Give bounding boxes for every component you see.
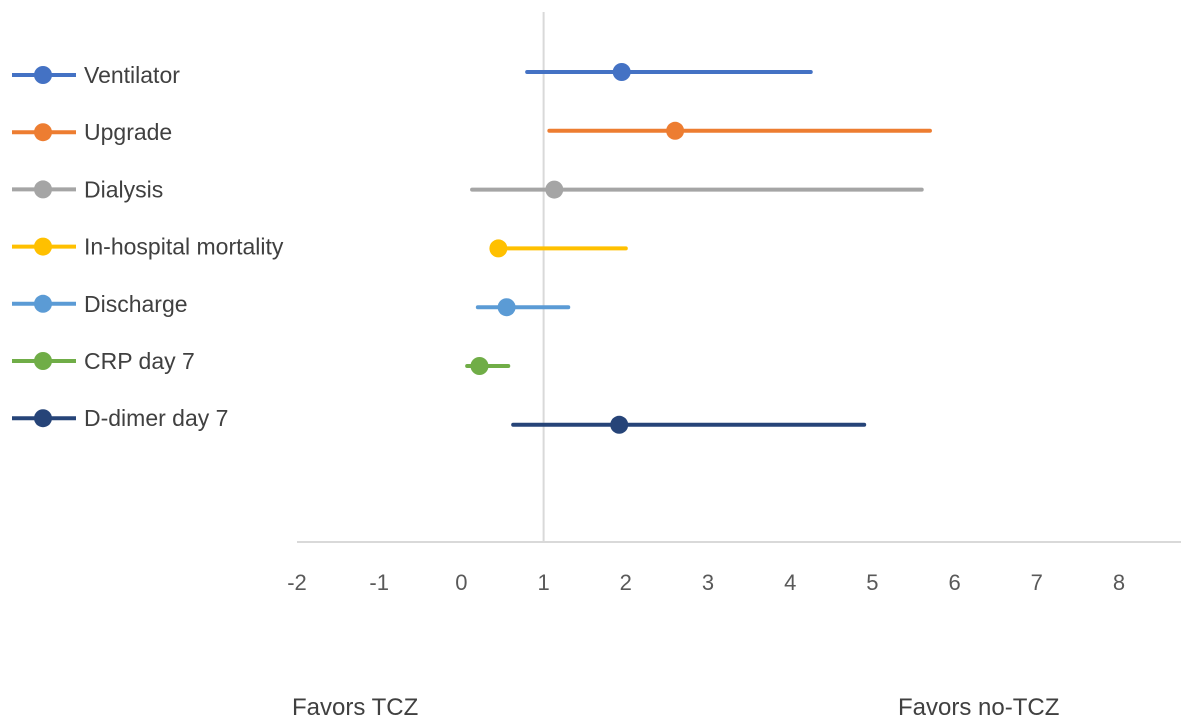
- x-tick-label: 2: [620, 570, 632, 595]
- x-tick-label: 3: [702, 570, 714, 595]
- legend-label: Dialysis: [84, 176, 163, 202]
- legend: Ventilator Upgrade Dialysis In-hospital mor…: [12, 62, 284, 431]
- legend-marker: [34, 409, 52, 428]
- favors-tcz-label: Favors TCZ: [292, 694, 418, 720]
- legend-label: D-dimer day 7: [84, 405, 228, 431]
- x-tick-label: 4: [784, 570, 796, 595]
- legend-marker: [34, 180, 52, 199]
- favors-no-tcz-label: Favors no-TCZ: [898, 694, 1059, 720]
- point-estimate: [610, 415, 629, 434]
- point-estimate: [545, 180, 564, 199]
- x-tick-label: 7: [1031, 570, 1043, 595]
- point-estimate: [470, 357, 489, 375]
- forest-rows: [465, 63, 932, 434]
- x-tick-label: 8: [1113, 570, 1125, 595]
- x-axis-ticks: -2 -1 0 1 2 3 4 5 6 7 8: [287, 570, 1125, 595]
- legend-label: CRP day 7: [84, 348, 195, 374]
- legend-label: In-hospital mortality: [84, 234, 284, 260]
- point-estimate: [489, 239, 508, 258]
- legend-label: Upgrade: [84, 119, 172, 145]
- legend-label: Discharge: [84, 291, 188, 317]
- x-tick-label: 0: [455, 570, 467, 595]
- legend-marker: [34, 352, 52, 370]
- legend-marker: [34, 66, 52, 84]
- legend-marker: [34, 123, 52, 142]
- x-tick-label: -1: [369, 570, 389, 595]
- legend-marker: [34, 237, 52, 256]
- legend-label: Ventilator: [84, 62, 180, 88]
- point-estimate: [497, 298, 516, 317]
- x-tick-label: -2: [287, 570, 307, 595]
- point-estimate: [666, 121, 685, 140]
- point-estimate: [612, 63, 631, 81]
- x-tick-label: 1: [537, 570, 549, 595]
- x-tick-label: 6: [948, 570, 960, 595]
- legend-marker: [34, 294, 52, 313]
- x-tick-label: 5: [866, 570, 878, 595]
